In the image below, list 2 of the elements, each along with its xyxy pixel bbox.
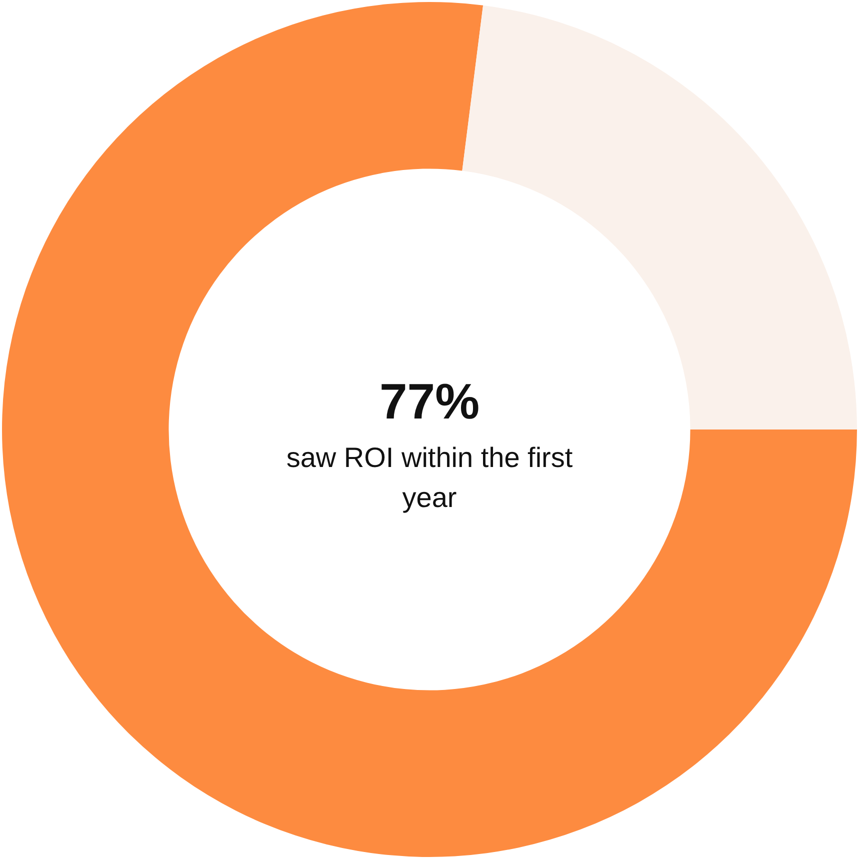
text: saw ROI within the first year xyxy=(286,442,573,514)
data-label: 77% xyxy=(379,373,480,430)
